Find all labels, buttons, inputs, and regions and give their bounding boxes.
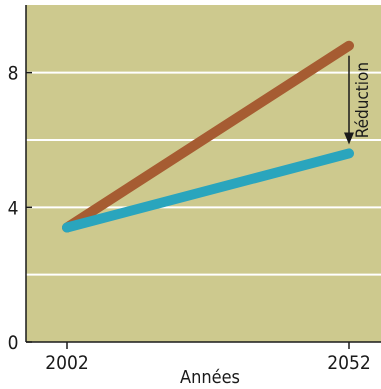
x-tick-label: 2052 <box>327 352 371 374</box>
ticks: 0 4 8 2002 2052 <box>8 63 371 374</box>
series-line-1 <box>62 40 354 233</box>
series-line-2 <box>62 148 354 233</box>
y-tick-label: 4 <box>8 197 19 219</box>
series-group <box>62 40 354 233</box>
x-tick-label: 2002 <box>45 352 89 374</box>
annotations: Réduction <box>344 55 373 145</box>
y-tick-label: 0 <box>8 332 19 354</box>
x-axis-title: Années <box>180 367 240 388</box>
reduction-label: Réduction <box>353 62 373 138</box>
reduction-arrow-head <box>344 132 354 145</box>
y-tick-label: 8 <box>8 63 19 85</box>
